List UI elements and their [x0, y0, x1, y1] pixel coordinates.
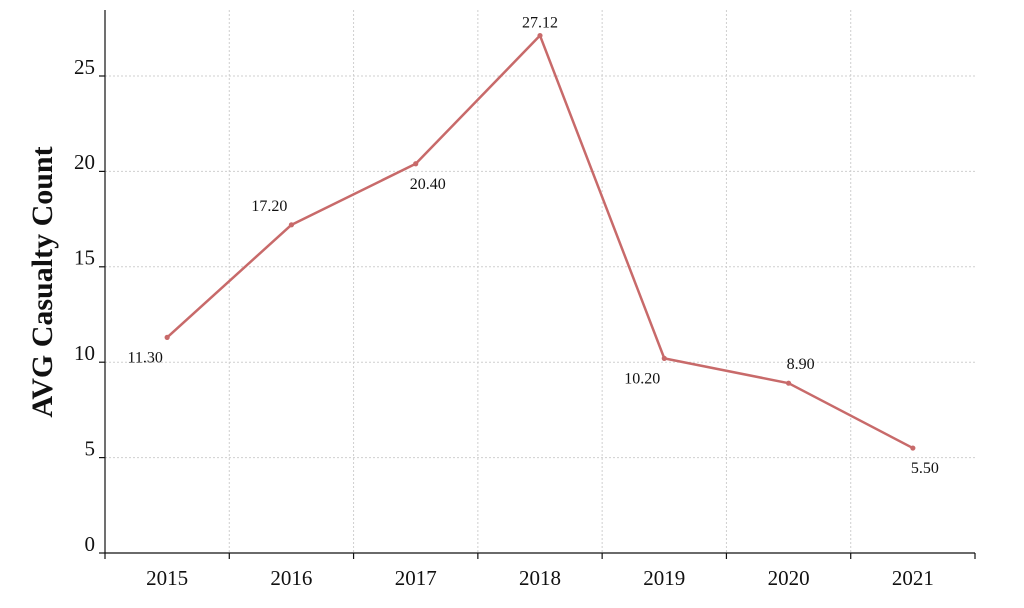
grid — [105, 10, 975, 553]
x-tick-label: 2018 — [519, 566, 561, 590]
x-tick-label: 2015 — [146, 566, 188, 590]
y-tick-label: 10 — [74, 341, 95, 365]
data-point — [661, 355, 667, 361]
y-axis-label: AVG Casualty Count — [26, 146, 59, 417]
data-point — [785, 380, 792, 386]
data-label: 20.40 — [410, 176, 446, 193]
y-tick-label: 5 — [85, 436, 96, 460]
ticks: 0 5 10 15 20 25 2015 2016 2017 2018 2019 2020 2021 — [74, 55, 976, 590]
y-tick-label: 25 — [74, 55, 95, 79]
data-label: 8.90 — [787, 356, 815, 373]
x-tick-label: 2020 — [768, 566, 810, 590]
series-line — [166, 34, 914, 450]
y-tick-label: 0 — [85, 532, 96, 556]
data-label: 11.30 — [127, 349, 162, 366]
data-point — [164, 334, 170, 340]
data-point — [537, 32, 543, 39]
data-label: 27.12 — [522, 15, 558, 32]
data-label: 5.50 — [911, 460, 939, 477]
data-point — [910, 445, 916, 451]
x-tick-label: 2016 — [270, 566, 312, 590]
data-label: 17.20 — [251, 198, 287, 215]
data-point — [288, 222, 295, 228]
series — [164, 32, 916, 451]
y-tick-label: 20 — [74, 150, 95, 174]
x-tick-label: 2021 — [892, 566, 934, 590]
axes — [104, 10, 975, 554]
data-point — [413, 161, 419, 167]
x-tick-label: 2019 — [643, 566, 685, 590]
x-tick-label: 2017 — [395, 566, 437, 590]
data-labels: 11.30 17.20 20.40 27.12 10.20 8.90 5.50 — [127, 15, 938, 478]
data-label: 10.20 — [624, 370, 660, 387]
y-tick-label: 15 — [74, 246, 95, 270]
